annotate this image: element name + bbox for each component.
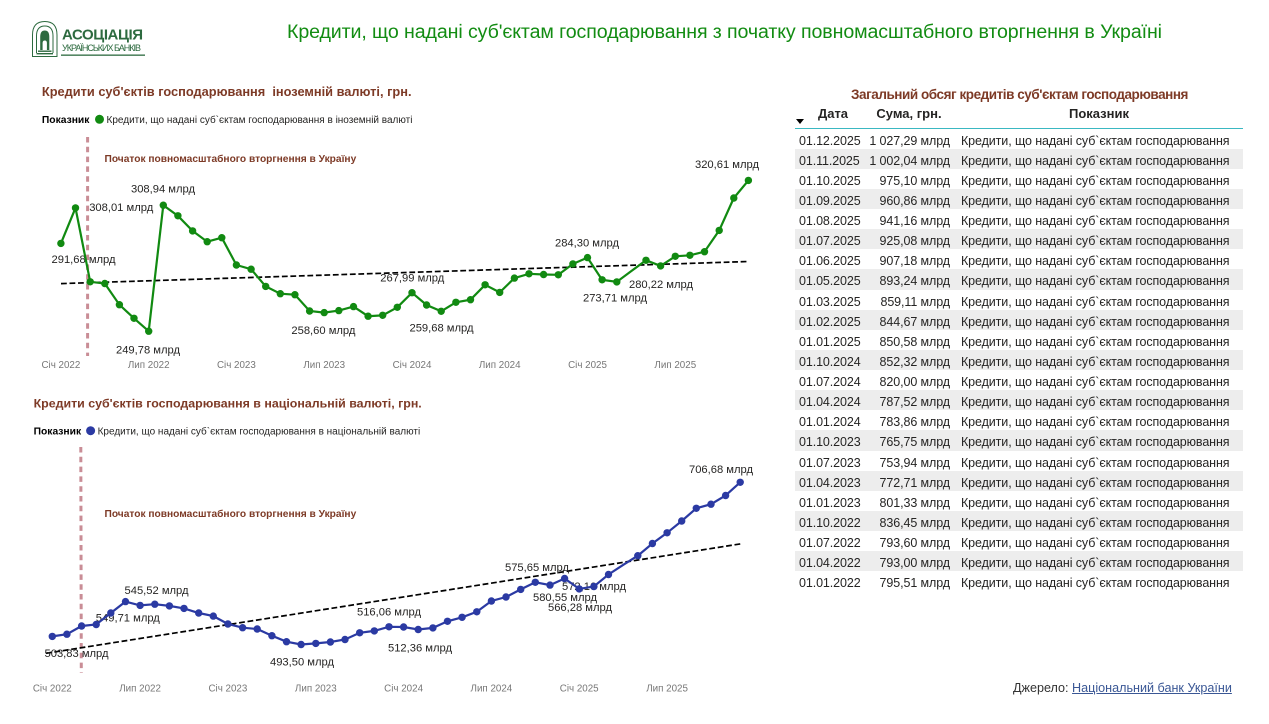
svg-text:291,68 млрд: 291,68 млрд [52,254,117,266]
svg-text:Кредити суб'єктів господарюван: Кредити суб'єктів господарювання іноземн… [42,84,412,99]
svg-text:Кредити, що надані суб`єктам г: Кредити, що надані суб`єктам господарюва… [107,114,413,126]
svg-text:Січ 2022: Січ 2022 [33,684,72,695]
svg-text:566,28 млрд: 566,28 млрд [548,602,613,614]
svg-text:280,22 млрд: 280,22 млрд [629,279,694,291]
svg-text:516,06 млрд: 516,06 млрд [357,606,422,618]
svg-text:Лип 2022: Лип 2022 [128,360,170,371]
svg-text:273,71 млрд: 273,71 млрд [583,293,648,305]
svg-text:Лип 2023: Лип 2023 [295,684,337,695]
svg-text:545,52 млрд: 545,52 млрд [125,585,190,597]
svg-text:493,50 млрд: 493,50 млрд [270,657,335,669]
svg-text:УКРАЇНСЬКИХ БАНКІВ: УКРАЇНСЬКИХ БАНКІВ [62,43,141,53]
svg-text:Січ 2023: Січ 2023 [208,684,247,695]
svg-text:258,60 млрд: 258,60 млрд [291,325,356,337]
svg-text:284,30 млрд: 284,30 млрд [555,238,620,250]
svg-text:Показник: Показник [34,427,82,438]
svg-text:249,78 млрд: 249,78 млрд [116,345,181,357]
svg-text:706,68 млрд: 706,68 млрд [689,464,754,476]
svg-text:503,83 млрд: 503,83 млрд [45,648,110,660]
svg-text:Січ 2025: Січ 2025 [560,684,599,695]
svg-text:259,68 млрд: 259,68 млрд [409,323,474,335]
svg-text:Кредити, що надані суб`єктам г: Кредити, що надані суб`єктам господарюва… [98,426,421,438]
svg-text:АСОЦІАЦІЯ: АСОЦІАЦІЯ [62,27,143,44]
svg-text:Початок повномасштабного вторг: Початок повномасштабного вторгнення в Ук… [105,153,357,165]
svg-text:Січ 2023: Січ 2023 [217,360,256,371]
svg-text:512,36 млрд: 512,36 млрд [388,642,453,654]
svg-text:Лип 2025: Лип 2025 [646,684,688,695]
svg-text:Лип 2022: Лип 2022 [119,684,161,695]
svg-text:Лип 2024: Лип 2024 [471,684,513,695]
svg-text:Лип 2024: Лип 2024 [479,360,521,371]
svg-text:320,61 млрд: 320,61 млрд [695,159,760,171]
svg-text:Початок повномасштабного вторг: Початок повномасштабного вторгнення в Ук… [105,508,357,520]
svg-text:267,99 млрд: 267,99 млрд [380,273,445,285]
svg-text:Показник: Показник [42,115,90,126]
svg-text:580,55 млрд: 580,55 млрд [533,592,598,604]
svg-text:Січ 2022: Січ 2022 [41,360,80,371]
svg-text:Лип 2025: Лип 2025 [654,360,696,371]
svg-text:308,94 млрд: 308,94 млрд [131,184,196,196]
svg-text:308,01 млрд: 308,01 млрд [89,202,154,214]
svg-text:Січ 2024: Січ 2024 [393,360,432,371]
svg-text:Січ 2024: Січ 2024 [384,684,423,695]
svg-text:575,65 млрд: 575,65 млрд [505,562,570,574]
svg-text:Кредити суб'єктів господарюван: Кредити суб'єктів господарювання в націо… [34,397,422,411]
svg-text:Січ 2025: Січ 2025 [568,360,607,371]
svg-text:Лип 2023: Лип 2023 [303,360,345,371]
